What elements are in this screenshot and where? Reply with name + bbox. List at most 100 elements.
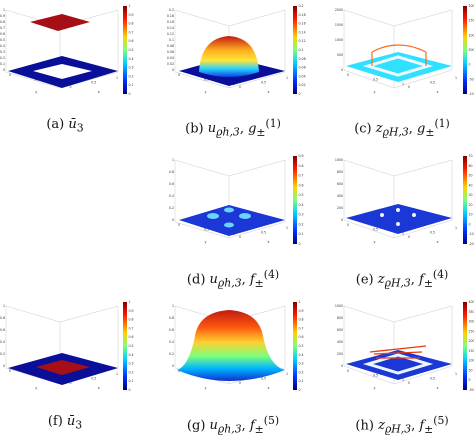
colorbar-tick-label: 20	[469, 203, 473, 207]
x-tick-label: 0	[408, 85, 410, 89]
colorbar-tick-label: 0.8	[129, 318, 134, 322]
y-axis-label: y	[204, 240, 206, 244]
surface-spot	[396, 222, 400, 226]
panel-h: 1000 800 600 400 200 0 0 0.5 1 0 0.5 1 y x 400 350 300 2…	[330, 296, 474, 406]
colorbar-tick-label: 1000	[469, 33, 474, 37]
colorbar-gradient	[463, 156, 467, 244]
surface-spikes	[369, 345, 427, 359]
x-axis-label: x	[436, 90, 438, 94]
y-axis-label: y	[373, 386, 375, 390]
caption-label: (a)	[46, 117, 69, 132]
colorbar-tick-label: 70	[469, 154, 473, 158]
cbar-labels: 1 0.9 0.8 0.7 0.6 0.5 0.4 0.3 0.2 0.1 0	[129, 300, 134, 392]
colorbar-tick-label: 250	[469, 329, 474, 333]
surface-hole	[33, 64, 92, 79]
axes-box	[343, 159, 453, 239]
z-tick-label: 0.12	[167, 32, 174, 36]
surface-bump	[224, 207, 234, 213]
colorbar-tick-label: 0.7	[129, 326, 134, 330]
x-axis-label: x	[436, 386, 438, 390]
z-tick-label: 1000	[335, 304, 343, 308]
surface-plateau	[177, 310, 285, 381]
colorbar-tick-label: 0	[469, 63, 471, 67]
y-tick-label: 1	[402, 378, 404, 382]
colorbar	[293, 6, 297, 94]
y-axis-label: y	[204, 386, 206, 390]
surface-top-square	[36, 360, 90, 375]
colorbar-tick-label: 0	[129, 388, 131, 392]
colorbar-tick-label: 0.4	[129, 57, 134, 61]
y-axis-label: y	[204, 90, 206, 94]
ztick-labels: 0.20.180.160.140.120.10.080.060.040.0200…	[167, 8, 288, 94]
cbar-labels: 2000 1500 1000 500 0 -500 -1000	[469, 4, 474, 96]
caption-e: (e) zϱH,3, f±(4)	[355, 268, 449, 290]
cbar-labels: 400 350 300 250 200 150 100 50 0 -50	[469, 300, 474, 392]
surface-ring	[362, 55, 434, 77]
surface-plane	[179, 205, 285, 236]
colorbar-tick-label: 0.6	[129, 335, 134, 339]
z-tick-label: 1000	[335, 158, 343, 162]
z-tick-label: 0.1	[0, 62, 5, 66]
caption-label: (c)	[354, 121, 376, 137]
z-tick-label: 0.06	[167, 50, 174, 54]
caption-g: (g) uϱh,3, f±(5)	[186, 414, 280, 436]
y-tick-label: 0	[9, 73, 11, 77]
axes-box	[343, 305, 453, 385]
x-tick-label: 1	[116, 76, 118, 80]
z-tick-label: 1	[3, 304, 5, 308]
colorbar	[463, 302, 467, 390]
z-tick-label: 600	[337, 182, 343, 186]
z-tick-label: 0.8	[169, 170, 174, 174]
colorbar-tick-label: -500	[469, 77, 474, 81]
axes-box	[343, 9, 453, 89]
colorbar-tick-label: 0.9	[129, 13, 134, 17]
z-tick-label: 500	[337, 53, 343, 57]
x-tick-label: 0.5	[261, 231, 266, 235]
colorbar-tick-label: 2000	[469, 4, 474, 8]
surface-bump	[224, 222, 234, 228]
x-tick-label: 1	[116, 372, 118, 376]
colorbar-tick-label: 0.7	[129, 30, 134, 34]
colorbar-gradient	[123, 6, 127, 94]
colorbar-tick-label: 0.5	[129, 48, 134, 52]
z-tick-label: 0.2	[169, 352, 174, 356]
x-tick-label: 1	[286, 226, 288, 230]
z-tick-label: 0.18	[167, 14, 174, 18]
colorbar-tick-label: 0.2	[299, 222, 304, 226]
colorbar-tick-label: 0.3	[299, 213, 304, 217]
colorbar-tick-label: 100	[469, 359, 474, 363]
colorbar-tick-label: 0.9	[299, 154, 304, 158]
colorbar-tick-label: 0.8	[129, 22, 134, 26]
z-tick-label: 0.14	[167, 26, 174, 30]
axes-box	[5, 9, 119, 89]
colorbar-tick-label: 0.06	[299, 66, 306, 70]
z-tick-label: 0.4	[169, 340, 174, 344]
z-tick-label: 800	[337, 316, 343, 320]
caption-label: (e)	[355, 272, 378, 288]
colorbar-tick-label: 0.7	[299, 174, 304, 178]
colorbar-gradient	[293, 6, 297, 94]
z-tick-label: 0	[172, 68, 174, 72]
cbar-labels: 70 60 50 40 30 20 10 0 -10 -20	[469, 154, 474, 246]
colorbar	[123, 6, 127, 94]
colorbar-tick-label: 0.2	[299, 370, 304, 374]
colorbar-tick-label: 0	[469, 378, 471, 382]
colorbar-tick-label: 0.3	[299, 362, 304, 366]
colorbar	[293, 302, 297, 390]
y-tick-label: 1	[402, 232, 404, 236]
z-tick-label: 0.8	[0, 20, 5, 24]
z-tick-label: 0.9	[0, 14, 5, 18]
colorbar-tick-label: 0.8	[299, 318, 304, 322]
colorbar-tick-label: 0.1	[299, 48, 304, 52]
colorbar-tick-label: 0.4	[299, 353, 304, 357]
caption-c: (c) zϱH,3, g±(1)	[354, 117, 450, 139]
colorbar-tick-label: 350	[469, 310, 474, 314]
z-tick-label: 0.4	[169, 194, 174, 198]
x-tick-label: 0	[239, 381, 241, 385]
cbar-labels: 1 0.9 0.8 0.7 0.6 0.5 0.4 0.3 0.2 0.1 0	[129, 4, 134, 96]
caption-b: (b) uϱh,3, g±(1)	[185, 117, 281, 139]
